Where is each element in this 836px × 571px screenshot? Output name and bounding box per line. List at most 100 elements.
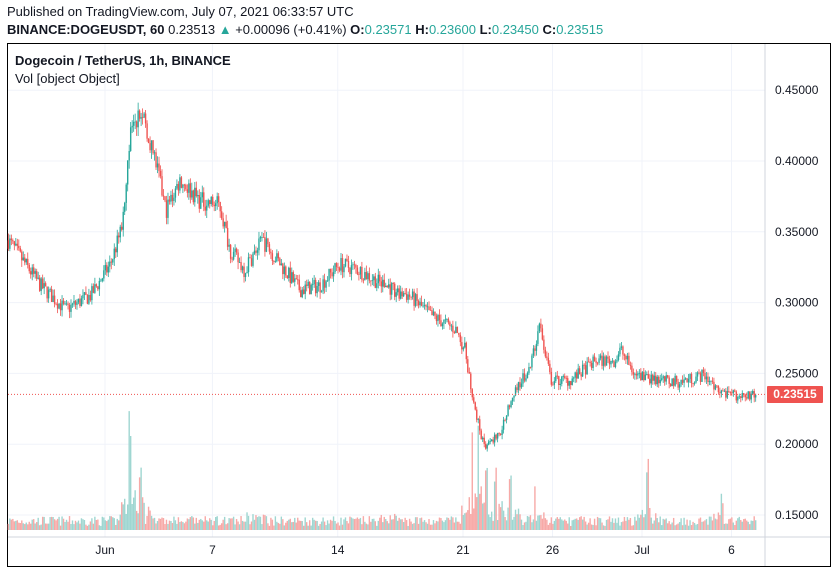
price-tick-label: 0.40000 <box>775 154 819 168</box>
candle-body <box>234 248 236 252</box>
volume-bar <box>213 520 215 530</box>
volume-bar <box>33 519 35 530</box>
volume-bar <box>297 517 299 530</box>
volume-bar <box>288 519 290 530</box>
low-value: 0.23450 <box>491 22 539 37</box>
candle-body <box>423 305 426 306</box>
volume-bar <box>587 522 590 530</box>
candle-body <box>565 377 567 379</box>
candle-body <box>455 326 457 334</box>
volume-bar <box>86 525 89 530</box>
candle-body <box>613 360 615 367</box>
candle-body <box>592 356 594 369</box>
candle-body <box>422 305 424 307</box>
volume-bar <box>83 519 86 530</box>
chart-frame[interactable] <box>7 43 831 567</box>
candle-body <box>62 300 65 304</box>
candle-body <box>255 250 257 253</box>
volume-bar <box>235 519 238 530</box>
candle-body <box>552 384 554 386</box>
volume-bar <box>176 523 178 530</box>
candle-body <box>21 251 23 261</box>
candle-body <box>194 187 196 203</box>
volume-bar <box>680 518 682 530</box>
candle-body <box>438 314 441 321</box>
candle-body <box>686 378 688 383</box>
candle-body <box>27 258 29 265</box>
volume-bar <box>644 514 647 530</box>
volume-bar <box>659 516 661 530</box>
volume-bar <box>693 522 696 530</box>
volume-bar <box>465 512 468 530</box>
candle-body <box>106 265 108 273</box>
candle-body <box>602 356 605 366</box>
candle-body <box>437 314 439 322</box>
volume-bar <box>383 516 385 530</box>
candle-body <box>464 342 466 348</box>
candle-body <box>88 294 90 304</box>
candle-body <box>498 433 500 434</box>
volume-bar <box>495 467 497 530</box>
volume-bar <box>658 522 660 530</box>
candle-body <box>15 243 17 246</box>
candle-body <box>97 286 99 290</box>
volume-bar <box>182 521 184 530</box>
candle-body <box>379 274 381 282</box>
volume-bar <box>723 523 726 530</box>
candle-body <box>616 359 618 362</box>
volume-bar <box>407 525 409 530</box>
volume-bar <box>665 518 667 530</box>
candle-body <box>620 346 623 348</box>
volume-bar <box>286 520 289 530</box>
candle-body <box>525 378 527 381</box>
candle-body <box>607 356 609 359</box>
volume-bar <box>129 436 132 530</box>
volume-bar <box>686 519 688 530</box>
candle-body <box>73 300 75 304</box>
candle-body <box>277 253 280 259</box>
volume-bar <box>513 516 515 530</box>
volume-bar <box>499 507 502 530</box>
candle-body <box>555 375 557 382</box>
volume-bar <box>331 520 333 530</box>
volume-bar <box>189 517 192 530</box>
candle-body <box>681 380 684 383</box>
volume-bar <box>356 517 359 530</box>
volume-bar <box>207 521 209 530</box>
candle-body <box>508 405 511 408</box>
candle-body <box>244 273 247 278</box>
volume-bar <box>204 516 206 530</box>
up-arrow-icon: ▲ <box>218 22 232 37</box>
candle-body <box>553 381 556 385</box>
volume-bar <box>526 516 529 530</box>
candle-body <box>467 359 469 373</box>
candle-body <box>419 301 421 306</box>
candle-body <box>144 113 147 124</box>
candle-body <box>534 348 536 351</box>
candle-body <box>587 361 590 363</box>
volume-bar <box>443 522 445 530</box>
volume-bar <box>329 519 332 530</box>
candle-body <box>479 419 481 431</box>
candle-body <box>137 110 139 128</box>
volume-bar <box>303 525 305 530</box>
candle-body <box>273 260 275 262</box>
volume-bar <box>717 512 720 530</box>
volume-bar <box>662 518 664 530</box>
candle-body <box>55 303 57 305</box>
candle-body <box>201 192 203 198</box>
candle-body <box>637 373 639 376</box>
volume-bar <box>607 519 609 530</box>
candle-body <box>158 163 160 171</box>
volume-bar <box>590 524 593 530</box>
volume-bar <box>209 518 211 530</box>
volume-bar <box>622 521 624 530</box>
volume-bar <box>708 516 711 530</box>
candle-body <box>298 279 300 291</box>
volume-bar <box>292 521 294 530</box>
candle-body <box>672 378 675 386</box>
volume-bar <box>672 517 675 530</box>
volume-bar <box>740 520 742 530</box>
volume-bar <box>347 523 350 530</box>
